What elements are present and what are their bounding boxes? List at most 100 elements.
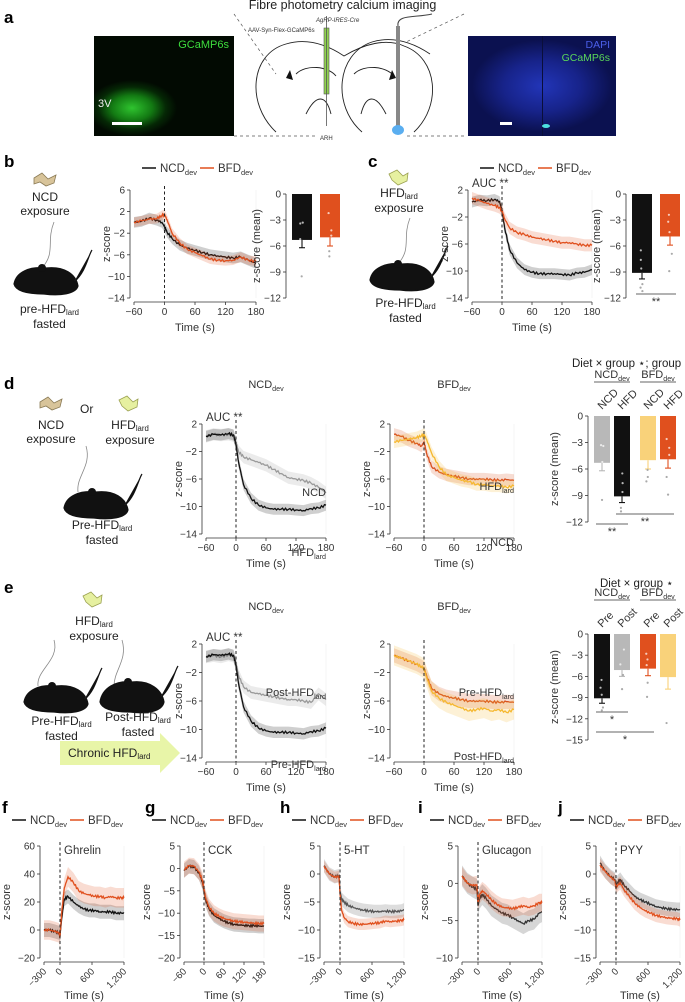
group-label-bfd: BFDdev: [641, 587, 675, 601]
y-axis-label: z-score: [361, 683, 373, 719]
x-tick-label: 600: [78, 966, 97, 985]
auc-annotation: AUC **: [472, 178, 509, 190]
legend-label-ncd: NCDdev: [498, 163, 535, 177]
data-point: [665, 722, 667, 724]
chronic-hfd-label: Chronic HFDlard: [68, 746, 150, 761]
legend-label-bfd: BFDdev: [228, 815, 263, 829]
y-tick-label: −14: [368, 754, 385, 765]
x-tick-label: −60: [198, 543, 215, 554]
scale-bar: [112, 122, 142, 125]
x-tick-label: 60: [189, 307, 201, 318]
x-axis-label: Time (s): [175, 322, 215, 334]
y-tick-label: −10: [436, 954, 453, 965]
x-tick-label: −60: [170, 966, 189, 985]
legend: NCDdev BFDdev: [568, 812, 685, 828]
legend-item-bfd: BFDdev: [488, 815, 541, 829]
y-tick-label: 6: [119, 186, 125, 197]
y-tick-label: −10: [180, 725, 197, 736]
series-line-hfd-lard: [206, 433, 326, 511]
x-tick-label: 180: [506, 767, 523, 778]
data-point: [646, 469, 648, 471]
bar-hfd: [614, 416, 630, 496]
dapi-stain-label: DAPI: [585, 39, 610, 51]
bar-ncd: [640, 416, 656, 460]
x-tick-label: −300: [582, 966, 605, 989]
data-point: [601, 709, 603, 711]
y-tick-label: 0: [577, 412, 583, 423]
d-food-a-label: NCD exposure: [16, 418, 86, 446]
y-tick-label: 0: [577, 630, 583, 641]
y-tick-label: −14: [446, 294, 463, 305]
y-tick-label: 5: [585, 842, 591, 853]
category-label: Post: [616, 606, 640, 630]
x-tick-label: −60: [198, 767, 215, 778]
y-tick-label: 2: [191, 640, 197, 651]
data-point: [639, 287, 641, 289]
y-tick-label: −12: [566, 518, 583, 529]
y-tick-label: 0: [29, 926, 35, 937]
chart-i-trace: 50−5−10−300 0 600 1,200Time (s)z-scoreGluca…: [418, 834, 548, 1002]
legend-item-bfd: BFDdev: [70, 815, 123, 829]
chart-title: NCDdev: [248, 379, 284, 393]
hfd-pellet-icon: [386, 168, 410, 186]
y-tick-label: −6: [270, 242, 282, 253]
figure-title: Fibre photometry calcium imaging: [0, 0, 685, 12]
y-tick-label: −9: [572, 491, 584, 502]
chart-b-bar: 0−3−6−9−12z-score (mean): [250, 186, 340, 326]
b-food-label: NCD exposure: [10, 190, 80, 218]
x-axis-label: Time (s): [246, 782, 286, 794]
mouse-line-label: AgRP-IRES-Cre: [315, 18, 360, 24]
y-tick-label: 2: [191, 420, 197, 431]
legend-item-bfd: BFDdev: [200, 163, 253, 177]
category-label: NCD: [642, 387, 667, 412]
data-point: [600, 679, 602, 681]
optic-fiber-icon: [396, 26, 400, 134]
legend-item-bfd: BFDdev: [628, 815, 681, 829]
data-point: [601, 461, 603, 463]
y-tick-label: 0: [585, 870, 591, 881]
bar-ncd-dev: [292, 194, 312, 240]
y-axis-label: z-score: [439, 226, 451, 262]
y-tick-label: −2: [452, 213, 464, 224]
data-point: [602, 706, 604, 708]
y-axis-label: z-score: [141, 884, 153, 920]
bar-bfd-dev: [660, 194, 680, 236]
y-axis-label: z-score: [1, 884, 13, 920]
y-tick-label: 40: [24, 870, 36, 881]
data-point: [328, 250, 330, 252]
x-tick-label: 120: [554, 307, 571, 318]
legend-item-ncd: NCDdev: [292, 815, 347, 829]
x-axis-label: Time (s): [620, 990, 660, 1002]
data-point: [668, 214, 670, 216]
y-tick-label: −6: [114, 250, 126, 261]
bar-post: [660, 634, 676, 677]
gcamp-stain-label-2: GCaMP6s: [562, 52, 610, 64]
series-label-post-hfd-lard: Post-HFDlard: [454, 751, 514, 765]
y-tick-label: −15: [158, 931, 175, 942]
x-tick-label: 1,200: [661, 966, 685, 991]
data-point: [621, 688, 623, 690]
y-axis-label: z-score: [173, 461, 185, 497]
chart-c-trace: 2 −2 −6 −10 −14−60 0 60 120 180 Time (s) z-score AU…: [438, 178, 598, 334]
chart-e-trace-ncd: NCDdev 2 −2 −6 −10 −14−60 0 60 120 180 Time (s) z-s…: [172, 600, 332, 794]
x-tick-label: −300: [306, 966, 329, 989]
significance-label: **: [641, 516, 650, 528]
x-tick-label: −300: [444, 966, 467, 989]
x-tick-label: 120: [476, 767, 493, 778]
y-tick-label: 0: [275, 190, 281, 201]
x-tick-label: 0: [421, 543, 427, 554]
x-axis-label: Time (s): [482, 990, 522, 1002]
y-tick-label: −6: [374, 475, 386, 486]
data-point: [641, 283, 643, 285]
legend-label-ncd: NCDdev: [170, 815, 207, 829]
y-tick-label: −6: [572, 465, 584, 476]
y-axis-label: z-score: [361, 461, 373, 497]
series-label-post-hfd-lard: Post-HFDlard: [266, 687, 326, 701]
data-point: [299, 222, 301, 224]
y-tick-label: −9: [610, 268, 622, 279]
y-tick-label: −12: [566, 714, 583, 725]
y-tick-label: −10: [368, 725, 385, 736]
legend-item-ncd: NCDdev: [152, 815, 207, 829]
x-tick-label: −60: [464, 307, 481, 318]
x-tick-label: −300: [26, 966, 49, 989]
